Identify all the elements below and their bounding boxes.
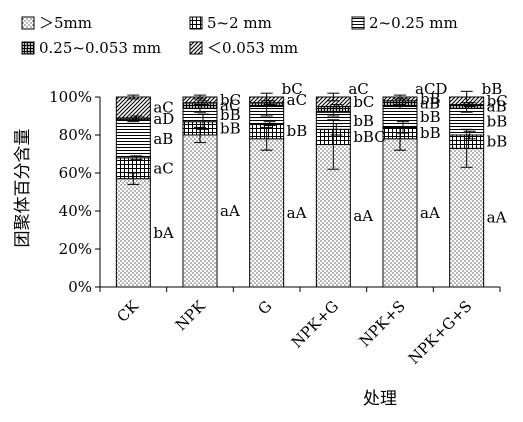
error-bars — [127, 90, 476, 185]
significance-label: bBC — [353, 128, 385, 146]
legend-swatch-0 — [21, 16, 35, 30]
bar-segment — [115, 178, 151, 288]
significance-label: bC — [353, 93, 374, 111]
significance-label: aB — [420, 95, 440, 113]
legend-swatch-4 — [189, 41, 203, 55]
significance-label: bB — [420, 108, 441, 126]
y-tick-label: 100% — [49, 88, 92, 106]
y-axis: 0% 20% 40% 60% 80% 100% — [49, 88, 101, 296]
x-tick-label: NPK+G — [288, 297, 342, 351]
bar-segment — [449, 147, 485, 288]
y-axis-label: 团聚体百分含量 — [13, 129, 33, 248]
significance-label: bB — [487, 113, 508, 131]
significance-label: bC — [282, 80, 303, 98]
x-tick-label: G — [254, 297, 275, 318]
bar-segment — [115, 96, 151, 119]
significance-label: aC — [153, 159, 173, 177]
y-tick-label: 0% — [68, 278, 92, 296]
significance-label: aCD — [415, 80, 447, 98]
legend-label-1: 5~2 mm — [207, 14, 272, 32]
x-tick-label: NPK — [172, 297, 210, 335]
bar-segment — [115, 119, 151, 159]
significance-label: aD — [153, 110, 174, 128]
significance-label: aB — [487, 98, 507, 116]
significance-label: bB — [353, 112, 374, 130]
bar-segment — [249, 138, 285, 288]
significance-label: bB — [482, 80, 503, 98]
significance-label: bB — [220, 119, 241, 137]
significance-label: aA — [487, 209, 507, 227]
x-axis-label: 处理 — [363, 389, 397, 409]
x-tick-label: NPK+G+S — [405, 297, 476, 368]
legend: ＞5mm 5~2 mm 2~0.25 mm 0.25~0.053 mm ＜0.053 m… — [21, 14, 458, 57]
annotations: bAaCaBaDaCaAbBbBaCbCaAbBaCaAbBCbBbCaAbBb… — [153, 80, 507, 242]
significance-label: bB — [420, 124, 441, 142]
x-tick-label: CK — [113, 297, 142, 326]
bar-segment — [382, 106, 418, 128]
y-tick-label: 20% — [59, 240, 92, 258]
y-tick-label: 60% — [59, 164, 92, 182]
significance-label: aC — [287, 91, 307, 109]
significance-label: bA — [153, 224, 174, 242]
y-tick-label: 40% — [59, 202, 92, 220]
y-tick-label: 80% — [59, 126, 92, 144]
legend-label-4: ＜0.053 mm — [207, 39, 298, 57]
significance-label: bB — [287, 122, 308, 140]
significance-label: aC — [348, 80, 368, 98]
significance-label: aA — [420, 204, 440, 222]
bar-segment — [182, 134, 218, 288]
significance-label: bB — [220, 106, 241, 124]
legend-label-2: 2~0.25 mm — [369, 14, 458, 32]
bar-segment — [382, 138, 418, 288]
significance-label: aA — [287, 204, 307, 222]
legend-swatch-2 — [351, 16, 365, 30]
significance-label: bB — [487, 133, 508, 151]
significance-label: aB — [153, 130, 173, 148]
legend-label-3: 0.25~0.053 mm — [39, 39, 161, 57]
x-tick-label: NPK+S — [356, 297, 409, 350]
significance-label: aA — [220, 202, 240, 220]
significance-label: bC — [487, 92, 508, 110]
significance-label: aA — [353, 207, 373, 225]
significance-label: aC — [220, 97, 240, 115]
legend-swatch-1 — [189, 16, 203, 30]
significance-label: bC — [220, 91, 241, 109]
legend-label-0: ＞5mm — [39, 14, 92, 32]
legend-swatch-3 — [21, 41, 35, 55]
significance-label: bB — [420, 90, 441, 108]
significance-label: aC — [153, 98, 173, 116]
